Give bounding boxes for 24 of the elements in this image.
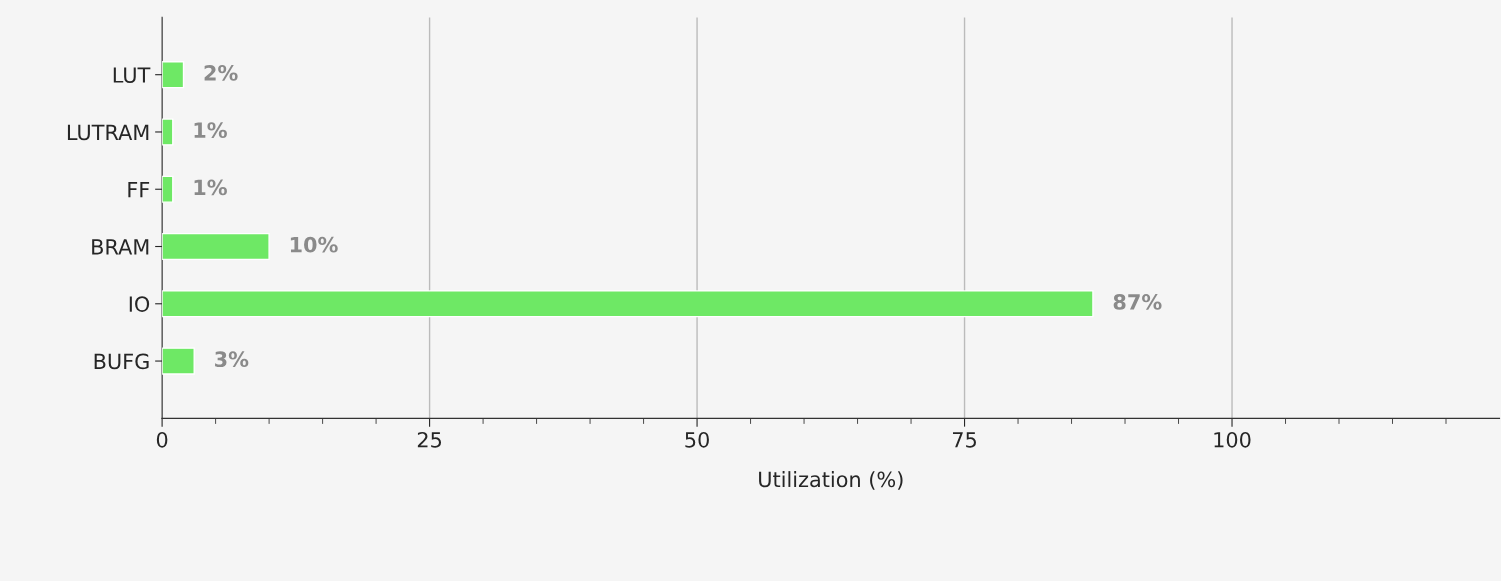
x-tick-label: 0	[156, 431, 168, 448]
y-tick-label: LUTRAM	[67, 124, 149, 141]
x-axis-title: Utilization (%)	[759, 471, 903, 490]
data-label: 2%	[204, 64, 238, 81]
bar	[162, 347, 195, 375]
data-label: 10%	[290, 236, 338, 253]
x-tick-label: 50	[685, 431, 709, 448]
y-tick-label: FF	[128, 181, 150, 198]
data-label: 87%	[1113, 294, 1162, 310]
data-label: 1%	[194, 179, 227, 196]
y-tick-label: IO	[129, 296, 150, 312]
x-tick-label: 25	[417, 431, 442, 448]
data-label: 1%	[194, 122, 227, 139]
y-tick-label: BRAM	[92, 239, 149, 255]
y-tick-label: BUFG	[94, 353, 149, 370]
bar	[162, 61, 185, 89]
bar	[162, 290, 1094, 318]
bar	[162, 232, 270, 261]
x-tick-label: 75	[953, 432, 976, 448]
x-tick-label: 100	[1214, 431, 1251, 448]
bar	[162, 175, 174, 203]
bar	[162, 118, 174, 146]
y-tick-label: LUT	[113, 67, 151, 83]
data-label: 3%	[215, 351, 249, 368]
